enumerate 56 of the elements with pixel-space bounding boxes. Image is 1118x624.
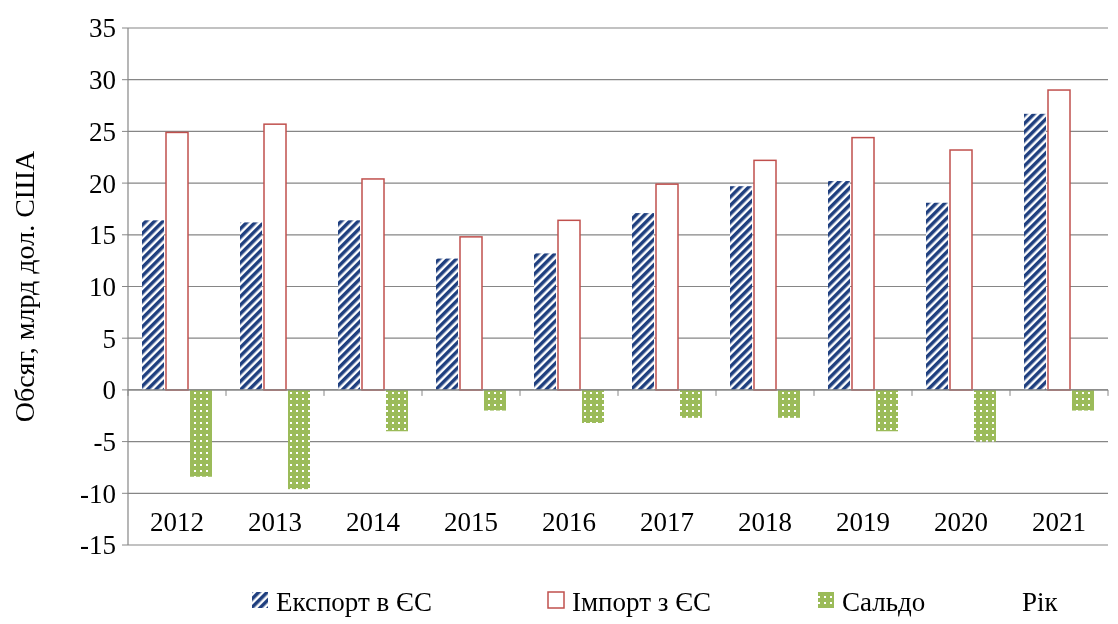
bar (753, 159, 777, 391)
y-tick-label: 20 (89, 168, 116, 199)
bar (263, 123, 287, 391)
bar (557, 219, 581, 391)
x-tick-label: 2020 (934, 507, 988, 537)
x-tick-label: 2012 (150, 507, 204, 537)
bar (361, 178, 385, 391)
bar (876, 389, 898, 432)
bar (949, 149, 973, 391)
x-tick-label: 2021 (1032, 507, 1086, 537)
bar (730, 186, 752, 390)
y-tick-label: 35 (89, 13, 116, 44)
bar (828, 181, 850, 390)
y-tick-label: 25 (89, 116, 116, 147)
bar (582, 389, 604, 423)
bar (534, 253, 556, 390)
bar (288, 389, 310, 490)
bar (436, 258, 458, 390)
bar (680, 389, 702, 418)
x-tick-label: 2016 (542, 507, 596, 537)
bar (778, 389, 800, 418)
legend-label: Експорт в ЄС (276, 587, 432, 618)
bar (1024, 113, 1046, 390)
y-tick-label: -5 (93, 427, 116, 458)
bar (338, 220, 360, 390)
y-tick-label: 5 (102, 323, 116, 354)
bar (165, 131, 189, 391)
bar (484, 389, 506, 411)
bar (632, 213, 654, 390)
bar (142, 220, 164, 390)
bar (459, 236, 483, 391)
bar (240, 222, 262, 390)
bar (655, 183, 679, 391)
legend-label: Імпорт з ЄС (572, 587, 711, 618)
x-tick-label: 2019 (836, 507, 890, 537)
y-tick-label: 15 (89, 220, 116, 251)
y-tick-label: 0 (102, 375, 116, 406)
bar (1047, 89, 1071, 391)
bar (386, 389, 408, 432)
bar (926, 202, 948, 390)
bar (190, 389, 212, 477)
x-axis-title: Рік (1022, 587, 1059, 618)
x-tick-label: 2013 (248, 507, 302, 537)
bar (1072, 389, 1094, 411)
x-tick-label: 2014 (346, 507, 401, 537)
y-axis-title: Обсяг, млрд дол. США (9, 149, 40, 423)
y-tick-label: 30 (89, 65, 116, 96)
bar (974, 389, 996, 442)
x-tick-label: 2018 (738, 507, 792, 537)
x-tick-label: 2017 (640, 507, 694, 537)
y-tick-label: -10 (80, 478, 116, 509)
x-tick-label: 2015 (444, 507, 498, 537)
y-tick-label: -15 (80, 530, 116, 561)
legend-label: Сальдо (842, 587, 926, 618)
y-tick-label: 10 (89, 271, 116, 302)
bar (851, 136, 875, 391)
